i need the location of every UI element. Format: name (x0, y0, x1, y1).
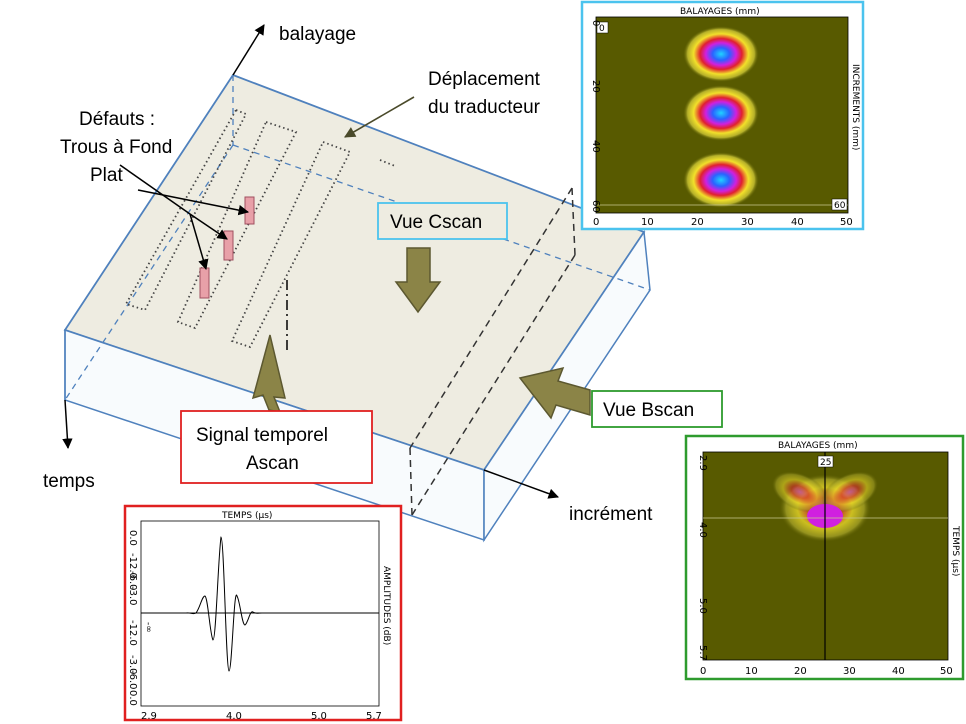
vue-cscan-label: Vue Cscan (390, 212, 482, 233)
signal-label-line2: Ascan (246, 453, 299, 474)
cscan-xtick: 30 (741, 217, 754, 228)
balayage-axis-arrow (232, 24, 265, 76)
ascan-ytick: -6.0 (127, 571, 138, 591)
cscan-ytick: 20 (590, 80, 601, 93)
defauts-label-line3: Plat (90, 165, 123, 186)
defect-2 (223, 230, 234, 261)
bscan-xtick: 40 (892, 666, 905, 677)
deplacement-label-line2: du traducteur (428, 97, 541, 118)
temps-label: temps (43, 471, 95, 492)
ascan-panel: TEMPS (µs) 2.9 4.0 5.0 5.7 0.0 -12.0 -6.… (123, 504, 403, 722)
axis-arrows (62, 24, 559, 499)
temps-axis-arrow (62, 399, 73, 450)
transducer-scan-path (124, 108, 396, 349)
ascan-ytick: -3.0 (127, 655, 138, 675)
cscan-xtick: 0 (593, 217, 599, 228)
ascan-xtick: 5.7 (366, 711, 382, 722)
increment-axis-arrow (483, 469, 559, 499)
vue-cscan-box (377, 202, 508, 240)
ascan-marker: -∞ (143, 622, 153, 633)
bscan-left-arrow (518, 366, 591, 420)
cscan-echo-2 (683, 85, 759, 141)
ascan-ytick: -12.0 (127, 553, 138, 579)
ascan-ytick: -12.0 (127, 620, 138, 646)
ascan-ytick: -6.0 (127, 670, 138, 690)
bscan-ytick: 5.0 (697, 598, 708, 614)
cscan-echoes (683, 26, 759, 208)
ascan-xtick: 5.0 (311, 711, 327, 722)
bscan-xtick: 50 (940, 666, 953, 677)
ascan-ylabel: AMPLITUDES (dB) (381, 566, 391, 645)
cscan-title: BALAYAGES (mm) (680, 7, 760, 17)
cscan-xtick: 40 (791, 217, 804, 228)
cscan-corner-top: 0 (599, 24, 605, 34)
deplacement-arrow (344, 96, 415, 138)
ascan-ytick: 0.0 (127, 690, 138, 706)
bscan-ytick: 5.7 (697, 645, 708, 661)
defect-1 (244, 196, 255, 225)
cscan-xtick: 50 (840, 217, 853, 228)
deplacement-label-line1: Déplacement (428, 69, 541, 90)
ascan-waveform (172, 536, 268, 672)
bscan-cursor-label: 25 (820, 458, 831, 468)
defauts-label-line2: Trous à Fond (60, 137, 172, 158)
ascan-up-arrow (251, 334, 286, 413)
cscan-ylabel: INCREMENTS (mm) (850, 64, 860, 150)
bscan-title: BALAYAGES (mm) (778, 441, 858, 451)
cscan-down-arrow (394, 247, 442, 314)
cscan-ytick: 60 (590, 200, 601, 213)
cscan-xtick: 20 (691, 217, 704, 228)
ascan-ytick: 0.0 (127, 530, 138, 546)
balayage-label: balayage (279, 24, 356, 45)
ascan-xtick: 4.0 (226, 711, 242, 722)
bscan-xtick: 10 (745, 666, 758, 677)
cscan-corner-bottom: 60 (834, 201, 846, 211)
ascan-ytick: -3.0 (127, 586, 138, 606)
pointer-arrows (119, 164, 250, 271)
bscan-xtick: 0 (700, 666, 706, 677)
bscan-ytick: 2.9 (697, 455, 708, 471)
cscan-xtick: 10 (641, 217, 654, 228)
bscan-xtick: 30 (843, 666, 856, 677)
increment-label: incrément (569, 504, 653, 525)
defauts-label-line1: Défauts : (79, 109, 155, 130)
ascan-xtick: 2.9 (141, 711, 157, 722)
vue-bscan-label: Vue Bscan (603, 400, 694, 421)
cscan-ytick: 0 (590, 20, 601, 26)
signal-label-line1: Signal temporel (196, 425, 328, 446)
cscan-echo-3 (683, 152, 759, 208)
bscan-ylabel: TEMPS (µs) (950, 525, 960, 576)
big-arrows (251, 247, 591, 420)
signal-temporel-box (180, 410, 373, 484)
defect-3 (199, 267, 210, 299)
bscan-panel: BALAYAGES (mm) 25 0 10 20 30 40 50 2.9 4… (684, 434, 965, 681)
cscan-echo-1 (683, 26, 759, 82)
cscan-ytick: 40 (590, 140, 601, 153)
ascan-title: TEMPS (µs) (221, 511, 272, 521)
bscan-xtick: 20 (794, 666, 807, 677)
cscan-panel: BALAYAGES (mm) 0 60 0 10 20 30 40 50 0 2… (580, 0, 865, 231)
vue-bscan-box (591, 390, 723, 428)
bscan-ytick: 4.0 (697, 522, 708, 538)
